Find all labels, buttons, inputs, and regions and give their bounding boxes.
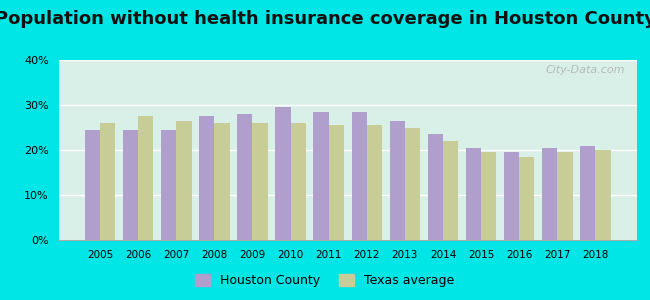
Bar <box>176 121 192 240</box>
Bar <box>466 148 481 240</box>
Bar <box>252 123 268 240</box>
Bar <box>237 114 252 240</box>
Bar <box>595 150 611 240</box>
Bar <box>100 123 115 240</box>
Bar <box>389 121 405 240</box>
Bar <box>580 146 595 240</box>
Text: Population without health insurance coverage in Houston County: Population without health insurance cove… <box>0 11 650 28</box>
Bar <box>199 116 215 240</box>
Bar <box>84 130 100 240</box>
Bar <box>542 148 557 240</box>
Bar <box>519 157 534 240</box>
Bar <box>313 112 329 240</box>
Legend: Houston County, Texas average: Houston County, Texas average <box>190 269 460 292</box>
Bar <box>123 130 138 240</box>
Bar <box>214 123 229 240</box>
Bar <box>291 123 306 240</box>
Bar <box>161 130 176 240</box>
Bar <box>367 125 382 240</box>
Bar <box>443 141 458 240</box>
Text: City-Data.com: City-Data.com <box>546 65 625 75</box>
Bar <box>138 116 153 240</box>
Bar <box>352 112 367 240</box>
Bar <box>504 152 519 240</box>
Bar <box>481 152 497 240</box>
Bar <box>428 134 443 240</box>
Bar <box>329 125 344 240</box>
Bar <box>557 152 573 240</box>
Bar <box>405 128 420 240</box>
Bar <box>276 107 291 240</box>
